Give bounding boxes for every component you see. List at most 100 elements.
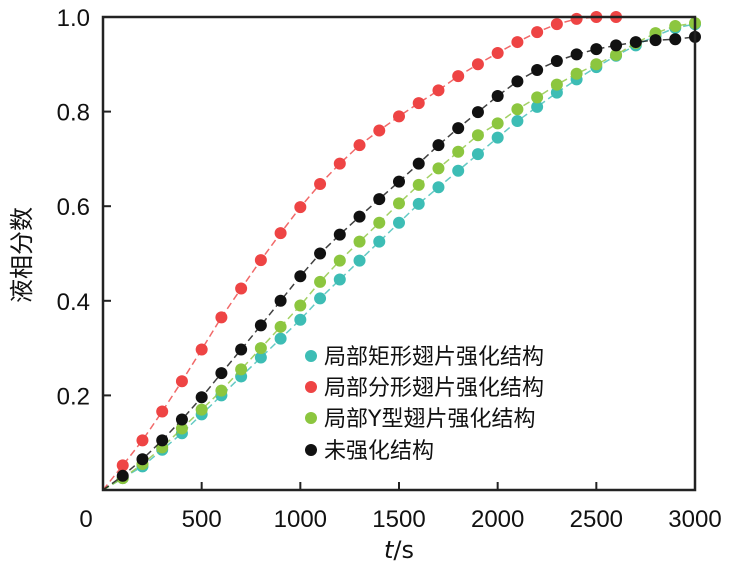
legend-label: 未强化结构 xyxy=(324,439,434,464)
data-point xyxy=(432,162,445,175)
series-layer xyxy=(102,11,701,491)
data-point xyxy=(570,12,583,25)
data-point xyxy=(373,235,386,248)
data-point xyxy=(333,157,346,170)
data-point xyxy=(215,311,228,324)
data-point xyxy=(116,459,129,472)
legend-marker xyxy=(305,412,317,424)
data-point xyxy=(432,139,445,152)
data-point xyxy=(393,110,405,123)
data-point xyxy=(511,75,524,88)
data-point xyxy=(274,294,287,307)
data-point xyxy=(254,319,267,332)
data-point xyxy=(491,89,504,102)
x-tick-label: 500 xyxy=(182,506,222,533)
data-point xyxy=(550,18,563,31)
y-tick-label: 0.2 xyxy=(57,383,90,410)
data-point xyxy=(254,351,267,364)
data-point xyxy=(353,210,366,223)
y-tick-label: 0.8 xyxy=(57,100,90,127)
data-point xyxy=(531,100,544,113)
data-point xyxy=(412,157,425,170)
data-point xyxy=(511,103,524,116)
data-point xyxy=(511,115,524,128)
data-point xyxy=(393,175,405,188)
data-point xyxy=(175,413,188,426)
data-point xyxy=(333,273,346,286)
data-point xyxy=(373,193,386,206)
data-point xyxy=(136,434,149,447)
data-point xyxy=(175,422,188,435)
data-point xyxy=(116,469,129,482)
data-point xyxy=(314,275,327,288)
data-point xyxy=(314,247,327,260)
data-point xyxy=(136,453,149,466)
data-point xyxy=(669,19,682,32)
data-point xyxy=(452,70,465,83)
data-point xyxy=(610,39,623,52)
data-point xyxy=(471,148,484,161)
x-tick-label: 1000 xyxy=(274,506,327,533)
data-point xyxy=(412,178,425,191)
data-point xyxy=(550,54,563,67)
data-point xyxy=(235,363,248,376)
legend-label: 局部矩形翅片强化结构 xyxy=(324,345,544,370)
legend-label: 局部分形翅片强化结构 xyxy=(324,376,544,401)
data-point xyxy=(353,235,366,248)
series-3 xyxy=(102,30,701,491)
data-point xyxy=(333,254,346,267)
data-point xyxy=(649,34,662,47)
data-point xyxy=(333,228,346,241)
data-point xyxy=(156,434,169,447)
data-point xyxy=(570,48,583,61)
data-point xyxy=(550,78,563,91)
data-point xyxy=(590,43,603,56)
x-tick-label: 1500 xyxy=(372,506,425,533)
series-1 xyxy=(102,11,623,491)
data-point xyxy=(491,46,504,59)
data-point xyxy=(274,332,287,345)
data-point xyxy=(452,164,465,177)
data-point xyxy=(491,131,504,144)
data-point xyxy=(531,63,544,76)
data-point xyxy=(452,122,465,135)
data-point xyxy=(373,216,386,229)
data-point xyxy=(314,177,327,190)
legend-label: 局部Y型翅片强化结构 xyxy=(324,407,535,432)
data-point xyxy=(471,129,484,142)
data-point xyxy=(294,270,307,283)
data-point xyxy=(294,201,307,214)
y-tick-label: 1.0 xyxy=(57,5,90,32)
data-point xyxy=(195,391,208,404)
data-point xyxy=(175,375,188,388)
data-point xyxy=(432,84,445,97)
data-point xyxy=(353,254,366,267)
legend-marker xyxy=(305,381,317,393)
data-point xyxy=(432,181,445,194)
legend-marker xyxy=(305,350,317,362)
data-point xyxy=(156,405,169,418)
x-tick-label: 0 xyxy=(79,506,92,533)
y-tick-label: 0.4 xyxy=(57,289,90,316)
data-point xyxy=(235,282,248,295)
data-point xyxy=(393,197,405,210)
data-point xyxy=(254,254,267,267)
data-point xyxy=(471,58,484,71)
data-point xyxy=(669,33,682,46)
data-point xyxy=(393,216,405,229)
x-axis-label: t/s xyxy=(384,536,414,564)
data-point xyxy=(531,91,544,104)
data-point xyxy=(373,124,386,137)
data-point xyxy=(570,67,583,80)
data-point xyxy=(412,197,425,210)
data-point xyxy=(314,292,327,305)
data-point xyxy=(215,384,228,397)
y-tick-label: 0.6 xyxy=(57,194,90,221)
y-axis-label: 液相分数 xyxy=(8,207,36,303)
data-point xyxy=(294,299,307,312)
data-point xyxy=(195,343,208,356)
x-tick-label: 2500 xyxy=(570,506,623,533)
data-point xyxy=(235,343,248,356)
